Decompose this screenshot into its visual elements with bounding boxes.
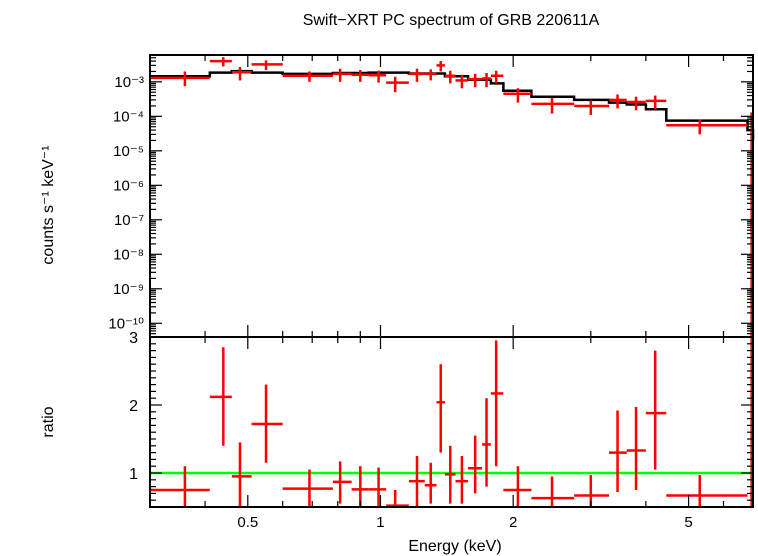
spectrum-frame	[149, 54, 754, 338]
data-point	[368, 70, 387, 83]
data-point	[666, 119, 748, 135]
ratio-point	[531, 476, 575, 507]
data-point	[531, 97, 575, 114]
ratio-point	[386, 490, 409, 507]
data-point	[503, 88, 532, 103]
y-tick-label: 10⁻⁴	[113, 108, 144, 125]
y-tick-label: 1	[129, 466, 138, 483]
ratio-point	[468, 435, 483, 494]
x-tick-label: 0.5	[237, 514, 258, 531]
data-point	[468, 73, 483, 88]
spectrum-y-axis-label: counts s⁻¹ keV⁻¹	[40, 145, 57, 264]
ratio-point	[609, 410, 627, 493]
ratio-point	[150, 466, 210, 507]
ratio-point	[351, 466, 369, 507]
y-tick-label: 10⁻⁹	[113, 281, 144, 298]
data-point	[455, 74, 469, 89]
y-tick-label: 10⁻⁵	[113, 143, 144, 160]
data-point	[444, 70, 456, 84]
x-tick-label: 5	[684, 514, 692, 531]
ratio-point	[332, 461, 352, 504]
chart-title: Swift−XRT PC spectrum of GRB 220611A	[303, 12, 600, 29]
ratio-point	[482, 398, 491, 487]
ratio-y-axis-label: ratio	[40, 406, 57, 437]
data-point	[424, 69, 437, 81]
data-point	[251, 60, 283, 71]
data-point	[150, 71, 210, 87]
ratio-point	[251, 384, 283, 463]
x-tick-label: 2	[509, 514, 517, 531]
ratio-point	[444, 445, 456, 504]
spectrum-panel: 10⁻³ 10⁻⁴ 10⁻⁵ 10⁻⁶ 10⁻⁷ 10⁻⁸ 10⁻⁹ 10⁻¹⁰	[108, 54, 755, 338]
ratio-point	[408, 456, 425, 507]
ratio-frame	[149, 336, 754, 508]
x-axis-label: Energy (keV)	[408, 538, 501, 555]
ratio-point	[490, 340, 504, 467]
ratio-point	[282, 469, 333, 507]
ratio-point	[231, 442, 252, 507]
ratio-panel: 0.5 1 2 5 1 2 3	[129, 330, 754, 531]
ratio-point	[645, 350, 667, 470]
data-point	[490, 70, 504, 84]
ratio-point	[574, 475, 610, 507]
ratio-point	[503, 466, 532, 507]
data-point	[609, 94, 627, 109]
y-tick-label: 3	[129, 330, 138, 347]
ratio-point	[455, 456, 469, 504]
ratio-point	[209, 347, 232, 446]
data-point	[626, 96, 646, 111]
data-point	[231, 66, 252, 81]
y-tick-label: 2	[129, 398, 138, 415]
data-point	[574, 100, 610, 115]
ratio-point	[436, 364, 445, 453]
y-tick-label: 10⁻¹⁰	[108, 315, 144, 332]
ratio-point	[666, 475, 748, 507]
model-step-line	[150, 69, 755, 141]
data-point	[209, 57, 232, 67]
data-point	[282, 71, 333, 82]
data-point	[386, 76, 409, 93]
ratio-point	[626, 407, 646, 490]
y-tick-label: 10⁻⁸	[113, 246, 144, 263]
data-point	[351, 70, 369, 82]
y-tick-label: 10⁻⁶	[113, 177, 144, 194]
y-tick-label: 10⁻³	[114, 74, 144, 91]
ratio-point	[368, 467, 387, 507]
y-tick-label: 10⁻⁷	[114, 212, 144, 229]
data-point	[408, 68, 425, 82]
data-point	[436, 61, 445, 72]
x-tick-label: 1	[376, 514, 384, 531]
ratio-point	[424, 462, 437, 504]
data-point	[332, 68, 352, 82]
data-point	[482, 73, 491, 88]
data-point	[645, 95, 667, 110]
